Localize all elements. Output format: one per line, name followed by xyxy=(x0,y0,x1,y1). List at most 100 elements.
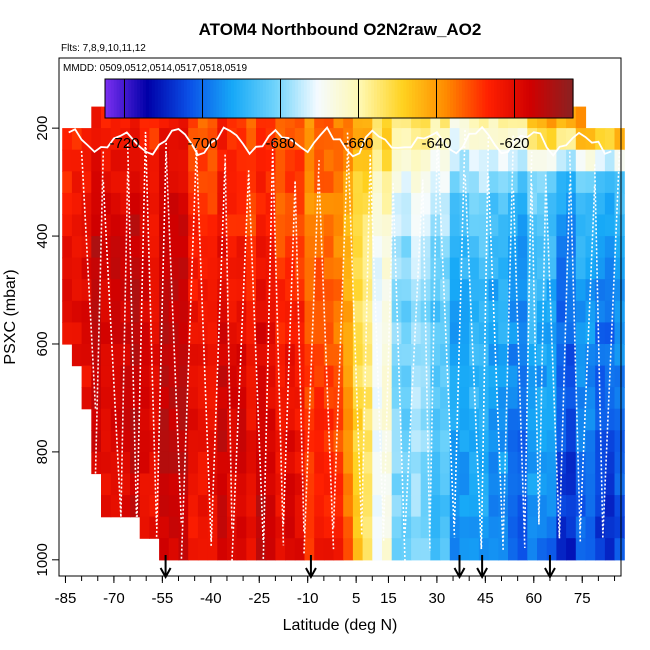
heatmap-cell xyxy=(188,495,199,518)
heatmap-cell xyxy=(411,279,422,302)
heatmap-cell xyxy=(275,171,286,194)
heatmap-cell xyxy=(265,408,276,431)
heatmap-cell xyxy=(517,322,528,345)
colorbar-swatch xyxy=(365,79,369,118)
heatmap-cell xyxy=(614,214,625,237)
colorbar-swatch xyxy=(397,79,402,118)
heatmap-cell xyxy=(498,128,509,151)
heatmap-cell xyxy=(352,279,364,302)
heatmap-cell xyxy=(101,279,112,302)
profile-trace xyxy=(247,170,264,542)
heatmap-cell xyxy=(304,214,315,237)
profile-trace xyxy=(180,150,198,563)
heatmap-cell xyxy=(430,365,441,388)
heatmap-cell xyxy=(265,192,276,216)
heatmap-cell xyxy=(62,149,73,172)
heatmap-cell xyxy=(352,473,364,496)
heatmap-cell xyxy=(498,322,509,345)
heatmap-cell xyxy=(411,192,422,216)
heatmap-cell xyxy=(478,430,490,453)
colorbar-swatch xyxy=(570,79,574,118)
heatmap-cell xyxy=(604,279,616,302)
heatmap-cell xyxy=(81,257,92,280)
heatmap-cell xyxy=(333,495,344,518)
heatmap-cell xyxy=(362,365,373,388)
heatmap-cell xyxy=(130,192,141,216)
heatmap-cell xyxy=(120,408,131,431)
heatmap-cell xyxy=(246,214,257,237)
heatmap-cell xyxy=(110,408,121,431)
heatmap-cell xyxy=(333,171,344,194)
heatmap-cell xyxy=(527,495,538,518)
colorbar-swatch xyxy=(213,79,217,118)
heatmap-cell xyxy=(546,473,557,496)
colorbar-swatch xyxy=(336,79,340,118)
heatmap-cell xyxy=(265,171,276,194)
colorbar-swatch xyxy=(491,79,495,118)
heatmap-cell xyxy=(217,128,228,151)
heatmap-cell xyxy=(120,171,131,194)
heatmap-cell xyxy=(333,322,344,345)
heatmap-cell xyxy=(459,322,470,345)
heatmap-cell xyxy=(285,279,296,302)
heatmap-cell xyxy=(275,128,286,151)
heatmap-cell xyxy=(265,257,276,280)
heatmap-cell xyxy=(101,192,112,216)
heatmap-cell xyxy=(343,128,354,151)
heatmap-cell xyxy=(527,538,538,561)
heatmap-cell xyxy=(323,149,335,172)
colorbar-swatch xyxy=(552,79,557,118)
heatmap-cell xyxy=(420,387,431,410)
heatmap-cell xyxy=(604,387,616,410)
heatmap-cell xyxy=(275,214,286,237)
heatmap-cell xyxy=(449,171,461,194)
heatmap-cell xyxy=(527,408,538,431)
heatmap-cell xyxy=(217,408,228,431)
heatmap-cell xyxy=(430,300,441,323)
heatmap-cell xyxy=(227,300,238,323)
heatmap-cell xyxy=(275,451,286,475)
heatmap-cell xyxy=(188,430,199,453)
colorbar-swatch xyxy=(511,79,516,118)
heatmap-cell xyxy=(449,300,461,323)
heatmap-cell xyxy=(478,192,490,216)
heatmap-cell xyxy=(546,408,557,431)
heatmap-cell xyxy=(139,408,150,431)
heatmap-cell xyxy=(440,473,451,496)
heatmap-cell xyxy=(139,300,150,323)
heatmap-cell xyxy=(188,538,199,561)
heatmap-cell xyxy=(382,192,393,216)
heatmap-cell xyxy=(217,192,228,216)
heatmap-cell xyxy=(488,149,499,172)
colorbar-swatch xyxy=(324,79,328,118)
colorbar-swatch xyxy=(435,79,440,118)
heatmap-cell xyxy=(256,279,267,302)
heatmap-cell xyxy=(323,365,335,388)
heatmap-cell xyxy=(478,516,490,539)
colorbar-swatch xyxy=(409,79,413,118)
heatmap-cell xyxy=(197,538,209,561)
heatmap-cell xyxy=(285,149,296,172)
heatmap-cell xyxy=(81,192,92,216)
heatmap-cell xyxy=(236,279,247,302)
heatmap-cell xyxy=(449,430,461,453)
heatmap-cell xyxy=(91,128,102,151)
heatmap-cell xyxy=(256,257,267,280)
colorbar-swatch xyxy=(236,79,241,118)
colorbar-swatch xyxy=(350,79,355,118)
heatmap-cell xyxy=(227,214,238,237)
heatmap-cell xyxy=(285,365,296,388)
heatmap-cell xyxy=(188,322,199,345)
heatmap-cell xyxy=(508,451,519,475)
heatmap-cell xyxy=(275,495,286,518)
heatmap-cell xyxy=(62,171,73,194)
heatmap-cell xyxy=(285,257,296,280)
colorbar-swatch xyxy=(467,79,472,118)
heatmap-cell xyxy=(401,387,412,410)
heatmap-cell xyxy=(188,171,199,194)
heatmap-cell xyxy=(159,495,170,518)
heatmap-cell xyxy=(546,149,557,172)
heatmap-cell xyxy=(469,214,480,237)
heatmap-cell xyxy=(217,149,228,172)
heatmap-cell xyxy=(333,365,344,388)
